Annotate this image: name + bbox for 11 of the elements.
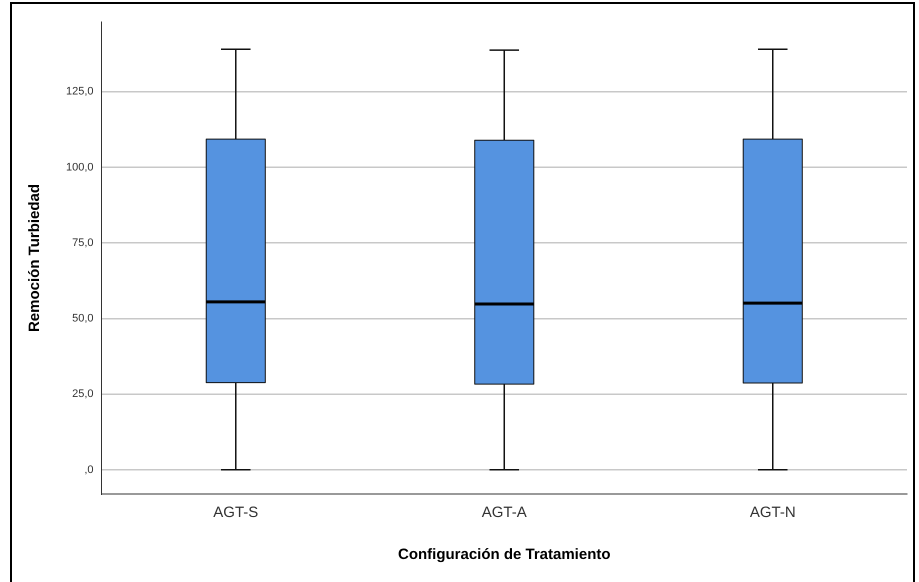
x-tick-label: AGT-N bbox=[750, 504, 796, 522]
y-tick-label: ,0 bbox=[84, 464, 94, 476]
y-tick-label: 50,0 bbox=[72, 312, 94, 325]
y-tick-label: 100,0 bbox=[66, 161, 94, 174]
y-tick-label: 75,0 bbox=[72, 236, 94, 249]
x-axis-title: Configuración de Tratamiento bbox=[398, 546, 611, 564]
y-tick-label: 25,0 bbox=[72, 388, 94, 400]
y-tick-label: 125,0 bbox=[66, 86, 94, 98]
x-tick-label: AGT-S bbox=[213, 504, 258, 522]
y-axis-title: Remoción Turbiedad bbox=[26, 184, 44, 332]
x-tick-label: AGT-A bbox=[482, 504, 527, 522]
